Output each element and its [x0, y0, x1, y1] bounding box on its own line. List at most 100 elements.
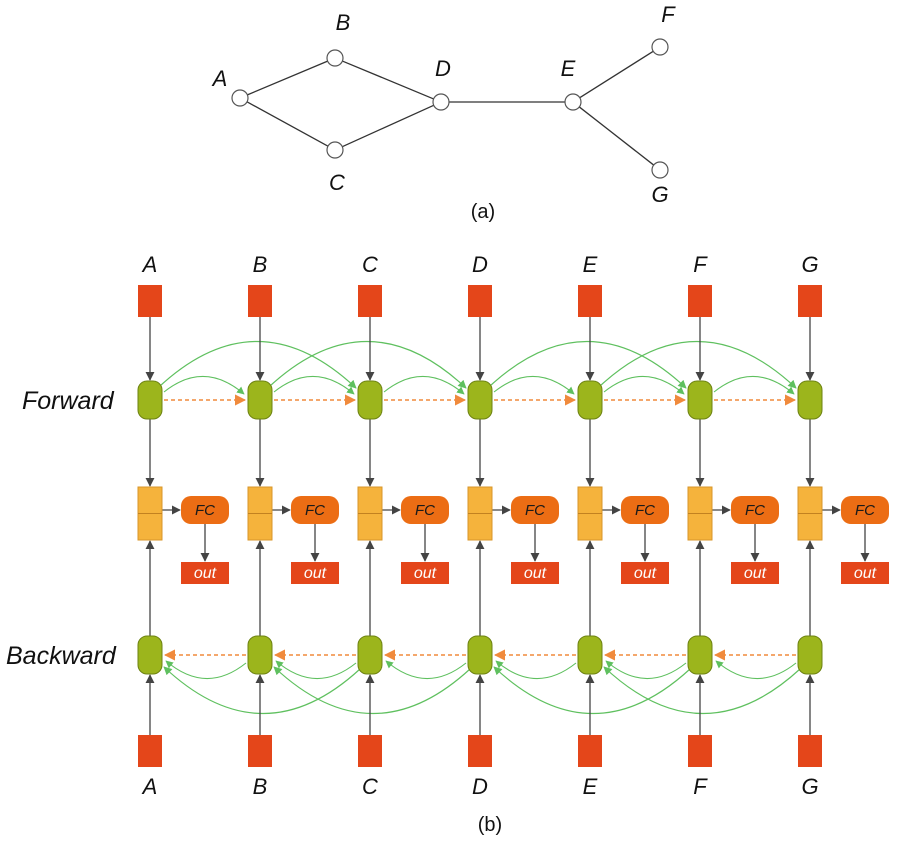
forward-node-e	[577, 380, 603, 420]
bottom-input-box-f	[688, 735, 712, 767]
fc-box-f	[731, 496, 779, 524]
out-label: out	[304, 565, 327, 582]
backward-adjacent-arc	[275, 660, 357, 680]
graph-node-e	[564, 93, 582, 111]
graph-node-label-e: E	[561, 56, 576, 81]
fc-box-a	[181, 496, 229, 524]
top-input-box-d	[468, 285, 492, 317]
skip-connections	[159, 340, 801, 715]
fc-label: FC	[635, 502, 655, 519]
top-input-label-c: C	[362, 252, 378, 277]
forward-skip-e-g	[599, 340, 797, 389]
graph-b-caption: (b)	[478, 814, 502, 836]
backward-node-a	[137, 635, 163, 675]
backward-adjacent-arc	[165, 660, 247, 680]
backward-node-c	[357, 635, 383, 675]
edge-c-d	[342, 104, 434, 148]
out-box-e	[621, 562, 669, 584]
backward-skip-d-b	[273, 666, 471, 715]
forward-adjacent-arc	[273, 375, 355, 395]
fc-box-c	[401, 496, 449, 524]
out-label: out	[194, 565, 217, 582]
out-label: out	[854, 565, 877, 582]
graph-a-caption: (a)	[471, 201, 495, 223]
fc-label: FC	[195, 502, 215, 519]
graph-node-label-g: G	[651, 182, 668, 207]
backward-node-d	[467, 635, 493, 675]
backward-skip-c-a	[163, 666, 361, 715]
backward-skip-g-e	[603, 666, 801, 715]
forward-skip-d-f	[489, 340, 687, 389]
forward-skip-a-c	[159, 340, 357, 389]
out-label: out	[524, 565, 547, 582]
out-box-b	[291, 562, 339, 584]
fc-box-d	[511, 496, 559, 524]
forward-adjacent-arc	[713, 375, 795, 395]
graph-node-a	[231, 89, 249, 107]
graph-node-label-c: C	[329, 170, 345, 195]
forward-node-a	[137, 380, 163, 420]
backward-node-f	[687, 635, 713, 675]
backward-node-e	[577, 635, 603, 675]
backward-adjacent-arc	[385, 660, 467, 680]
top-input-label-e: E	[583, 252, 598, 277]
out-box-g	[841, 562, 889, 584]
graph-node-label-a: A	[211, 66, 228, 91]
graph-node-d	[432, 93, 450, 111]
top-input-box-a	[138, 285, 162, 317]
forward-adjacent-arc	[493, 375, 575, 395]
top-input-box-f	[688, 285, 712, 317]
forward-node-b	[247, 380, 273, 420]
backward-adjacent-arc	[715, 660, 797, 680]
top-input-box-e	[578, 285, 602, 317]
forward-node-f	[687, 380, 713, 420]
bottom-input-box-d	[468, 735, 492, 767]
out-box-a	[181, 562, 229, 584]
graph-node-label-b: B	[336, 10, 351, 35]
bottom-input-label-b: B	[253, 774, 268, 799]
fc-label: FC	[525, 502, 545, 519]
fc-label: FC	[305, 502, 325, 519]
bottom-input-label-g: G	[801, 774, 818, 799]
graph-a: A B C D E F G	[211, 2, 677, 207]
bottom-input-label-e: E	[583, 774, 598, 799]
graph-node-label-f: F	[661, 2, 676, 27]
edge-e-f	[579, 50, 654, 99]
edge-a-b	[247, 60, 328, 96]
top-input-label-f: F	[693, 252, 708, 277]
top-input-label-d: D	[472, 252, 488, 277]
forward-skip-b-d	[269, 340, 467, 389]
bottom-input-box-e	[578, 735, 602, 767]
edge-a-c	[246, 101, 329, 147]
backward-adjacent-arc	[605, 660, 687, 680]
bottom-input-label-a: A	[141, 774, 158, 799]
out-box-d	[511, 562, 559, 584]
bottom-input-label-c: C	[362, 774, 378, 799]
fc-box-g	[841, 496, 889, 524]
forward-label: Forward	[22, 387, 115, 415]
fc-label: FC	[855, 502, 875, 519]
fc-label: FC	[415, 502, 435, 519]
top-input-label-b: B	[253, 252, 268, 277]
out-label: out	[634, 565, 657, 582]
backward-label: Backward	[6, 642, 117, 670]
bottom-input-box-g	[798, 735, 822, 767]
edge-b-d	[342, 60, 434, 100]
bottom-input-box-a	[138, 735, 162, 767]
bottom-input-box-b	[248, 735, 272, 767]
bottom-input-label-d: D	[472, 774, 488, 799]
out-box-c	[401, 562, 449, 584]
top-input-box-c	[358, 285, 382, 317]
backward-skip-f-d	[493, 666, 691, 715]
connection-lines	[145, 317, 870, 735]
edge-e-g	[578, 106, 655, 166]
top-input-box-b	[248, 285, 272, 317]
top-input-label-a: A	[141, 252, 158, 277]
bottom-input-box-c	[358, 735, 382, 767]
bottom-input-label-f: F	[693, 774, 708, 799]
forward-adjacent-arc	[163, 375, 245, 395]
forward-adjacent-arc	[603, 375, 685, 395]
forward-node-d	[467, 380, 493, 420]
forward-node-g	[797, 380, 823, 420]
